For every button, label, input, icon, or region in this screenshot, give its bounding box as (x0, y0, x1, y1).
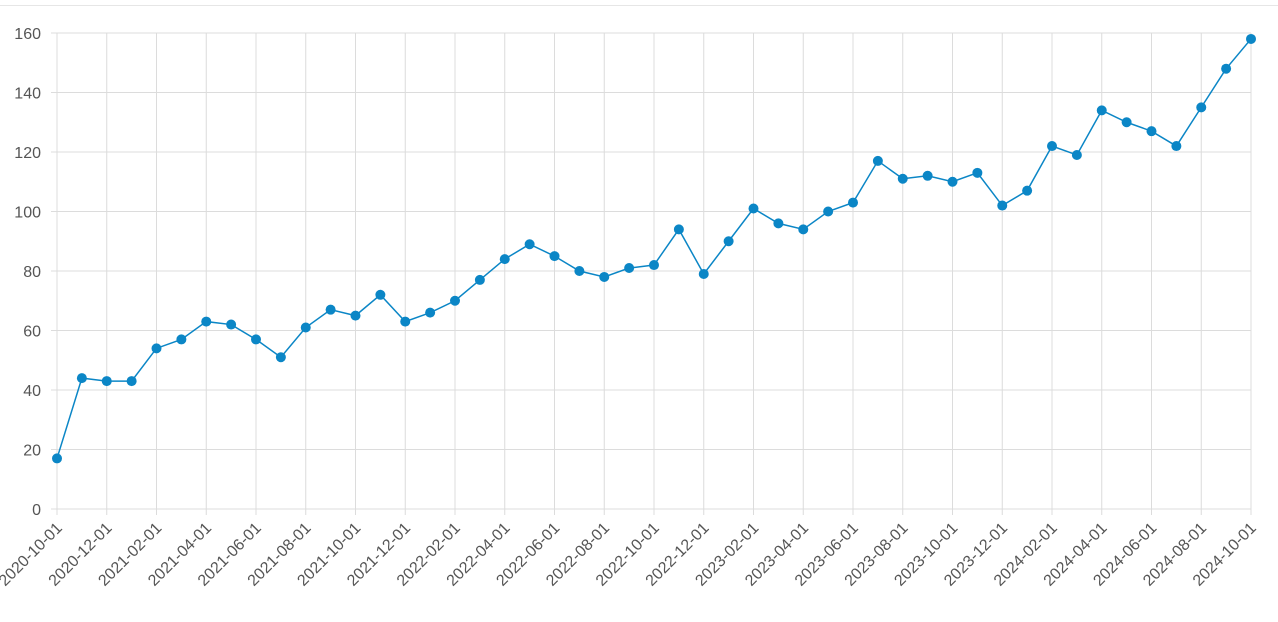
point (574, 266, 585, 276)
point (226, 319, 237, 330)
point (748, 203, 759, 214)
point (1047, 141, 1057, 152)
point (872, 155, 883, 166)
point (524, 239, 535, 250)
point (922, 170, 933, 181)
y-tick-label: 160 (14, 26, 41, 43)
point (997, 200, 1008, 211)
point (773, 218, 784, 229)
point (698, 268, 709, 279)
point (76, 373, 87, 384)
y-tick-label: 40 (23, 383, 41, 400)
y-tick-label: 20 (23, 443, 41, 460)
point (624, 263, 635, 274)
point (151, 343, 162, 354)
point (499, 254, 510, 265)
y-tick-label: 60 (23, 324, 41, 341)
point (201, 316, 212, 327)
point (300, 322, 311, 333)
point (1121, 117, 1132, 128)
point (425, 307, 436, 318)
point (400, 316, 411, 327)
point (897, 173, 908, 184)
point (251, 334, 261, 345)
point (723, 236, 734, 247)
point (325, 304, 336, 315)
point (275, 352, 286, 363)
point (1171, 141, 1182, 152)
point (450, 295, 460, 306)
point (52, 453, 62, 464)
point (673, 224, 684, 235)
point (126, 376, 137, 387)
point (1246, 33, 1256, 44)
point (1096, 105, 1107, 116)
point (947, 176, 958, 187)
point (350, 310, 361, 321)
point (823, 206, 834, 217)
point (176, 334, 187, 345)
point (972, 167, 983, 178)
point (1022, 185, 1033, 196)
point (375, 289, 386, 300)
y-tick-label: 80 (23, 264, 41, 281)
point (474, 274, 485, 285)
point (848, 197, 858, 208)
point (798, 224, 809, 235)
point (101, 376, 112, 387)
point (1221, 63, 1232, 74)
y-tick-label: 0 (32, 502, 41, 519)
y-tick-label: 120 (14, 145, 41, 162)
y-tick-label: 140 (14, 86, 41, 103)
point (549, 251, 560, 262)
point (1196, 102, 1207, 113)
y-tick-label: 100 (14, 205, 41, 222)
point (1071, 149, 1082, 160)
point (599, 271, 610, 282)
point (649, 260, 659, 271)
point (1146, 126, 1157, 137)
